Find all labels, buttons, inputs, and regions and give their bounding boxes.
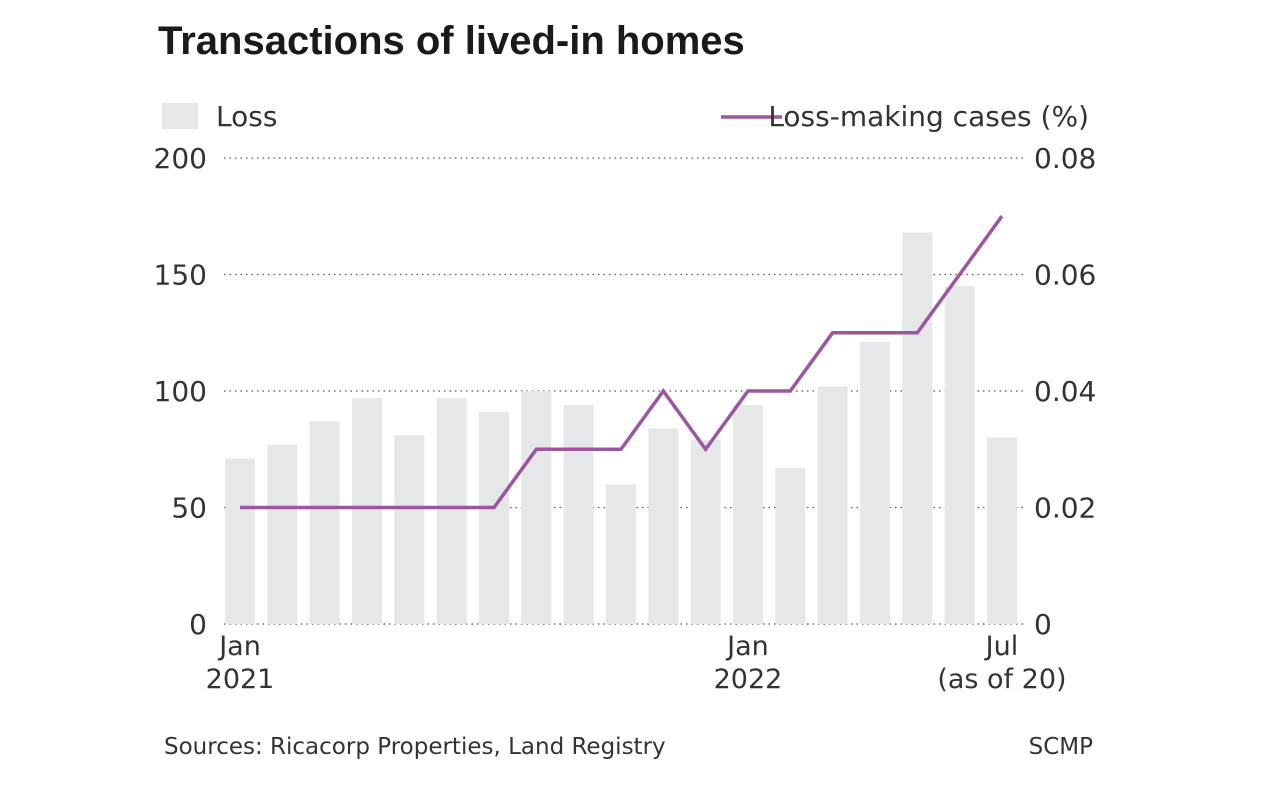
bar-loss [690,439,721,624]
legend: Loss Loss-making cases (%) [162,100,1089,133]
left-axis-ticks: 0 50 100 150 200 [154,142,207,641]
bar-loss [267,444,298,624]
left-axis-tick-label: 150 [154,259,207,292]
bar-loss [521,391,552,624]
x-axis-tick-label: 2022 [714,664,783,695]
source-note: Sources: Ricacorp Properties, Land Regis… [164,734,666,760]
bar-loss [986,437,1017,624]
bar-loss [605,484,636,624]
x-axis-tick-label: Jan [725,631,769,662]
bar-loss [944,286,975,624]
left-axis-tick-label: 50 [171,492,207,525]
bar-loss [859,342,890,624]
left-axis-tick-label: 200 [154,142,207,175]
legend-swatch-loss [162,103,198,129]
chart-title: Transactions of lived-in homes [158,19,745,63]
right-axis-tick-label: 0.06 [1034,259,1096,292]
bar-loss [732,404,763,624]
x-axis-tick-label: Jan [217,631,261,662]
bar-loss [648,428,679,624]
bar-loss [436,397,467,624]
x-axis-tick-label: (as of 20) [937,664,1066,695]
right-axis-tick-label: 0 [1034,608,1052,641]
legend-label-loss-making-cases: Loss-making cases (%) [768,100,1089,133]
bar-loss [478,411,509,624]
line-series [239,215,1004,510]
bar-loss [775,467,806,624]
bar-loss [309,421,340,624]
right-axis-tick-label: 0.08 [1034,142,1096,175]
left-axis-tick-label: 0 [189,608,207,641]
right-axis-tick-label: 0.02 [1034,492,1096,525]
bar-loss [902,232,933,624]
bar-loss [563,404,594,624]
bars [225,232,1017,624]
bar-loss [351,397,382,624]
bar-loss [817,386,848,624]
x-axis-tick-label: Jul [984,631,1019,662]
bar-loss [225,458,255,624]
x-axis-tick-label: 2021 [206,664,275,695]
brand-label: SCMP [1029,734,1094,760]
left-axis-tick-label: 100 [154,375,207,408]
right-axis-tick-label: 0.04 [1034,375,1096,408]
legend-label-loss: Loss [216,100,277,133]
right-axis-ticks: 0 0.02 0.04 0.06 0.08 [1034,142,1096,641]
bar-loss [394,435,425,624]
